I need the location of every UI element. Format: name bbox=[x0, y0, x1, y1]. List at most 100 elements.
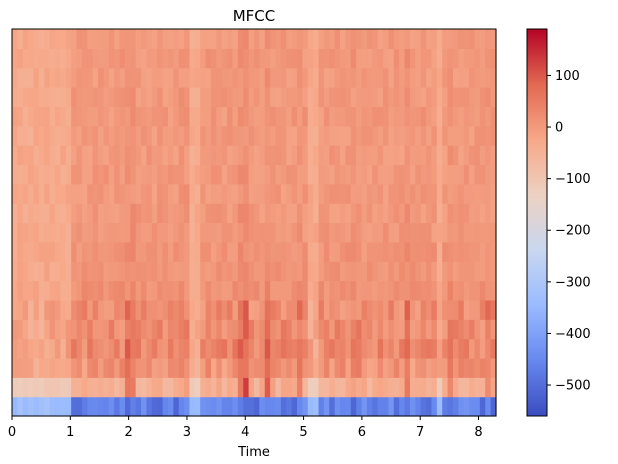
heatmap-cell bbox=[485, 280, 492, 301]
heatmap-cell bbox=[356, 48, 363, 69]
heatmap-cell bbox=[200, 280, 207, 301]
heatmap-cell bbox=[372, 183, 379, 204]
heatmap-cell bbox=[167, 67, 174, 88]
heatmap-cell bbox=[146, 106, 153, 127]
heatmap-cell bbox=[248, 299, 255, 320]
heatmap-cell bbox=[49, 319, 56, 340]
heatmap-cell bbox=[221, 357, 228, 378]
heatmap-cell bbox=[38, 319, 45, 340]
heatmap-cell bbox=[329, 299, 336, 320]
heatmap-cell bbox=[452, 222, 459, 243]
heatmap-cell bbox=[200, 357, 207, 378]
heatmap-cell bbox=[383, 106, 390, 127]
heatmap-cell bbox=[194, 319, 201, 340]
heatmap-cell bbox=[334, 396, 341, 417]
heatmap-cell bbox=[141, 280, 148, 301]
x-tick-label: 0 bbox=[8, 425, 16, 440]
heatmap-cell bbox=[184, 319, 191, 340]
heatmap-cell bbox=[361, 29, 368, 49]
heatmap-cell bbox=[334, 203, 341, 224]
heatmap-cell bbox=[463, 357, 470, 378]
heatmap-cell bbox=[248, 396, 255, 417]
heatmap-cell bbox=[124, 48, 131, 69]
heatmap-cell bbox=[151, 87, 158, 107]
heatmap-cell bbox=[350, 222, 357, 243]
heatmap-cell bbox=[458, 164, 465, 185]
heatmap-cell bbox=[286, 164, 293, 185]
heatmap-cell bbox=[103, 125, 110, 146]
heatmap-cell bbox=[372, 125, 379, 146]
heatmap-cell bbox=[189, 203, 196, 224]
heatmap-cell bbox=[194, 145, 201, 166]
heatmap-cell bbox=[232, 396, 239, 417]
heatmap-cell bbox=[227, 125, 234, 146]
heatmap-cell bbox=[474, 222, 481, 243]
heatmap-cell bbox=[12, 319, 18, 340]
heatmap-cell bbox=[173, 396, 180, 417]
heatmap-cell bbox=[237, 67, 244, 88]
heatmap-cell bbox=[162, 48, 169, 69]
heatmap-cell bbox=[237, 145, 244, 166]
heatmap-cell bbox=[415, 319, 422, 340]
heatmap-cell bbox=[130, 203, 137, 224]
heatmap-cell bbox=[313, 29, 320, 49]
heatmap-cell bbox=[431, 319, 438, 340]
heatmap-cell bbox=[377, 261, 384, 282]
heatmap-cell bbox=[38, 280, 45, 301]
heatmap-cell bbox=[291, 338, 298, 359]
heatmap-cell bbox=[71, 222, 78, 243]
heatmap-cell bbox=[463, 48, 470, 69]
heatmap-cell bbox=[318, 261, 325, 282]
heatmap-cell bbox=[393, 48, 400, 69]
heatmap-cell bbox=[404, 261, 411, 282]
heatmap-cell bbox=[200, 125, 207, 146]
heatmap-cell bbox=[22, 183, 29, 204]
heatmap-cell bbox=[243, 357, 250, 378]
heatmap-cell bbox=[103, 67, 110, 88]
heatmap-cell bbox=[264, 261, 271, 282]
heatmap-cell bbox=[60, 241, 67, 262]
heatmap-cell bbox=[463, 261, 470, 282]
heatmap-cell bbox=[286, 145, 293, 166]
heatmap-cell bbox=[135, 241, 142, 262]
heatmap-cell bbox=[393, 319, 400, 340]
heatmap-cell bbox=[98, 125, 105, 146]
heatmap-cell bbox=[22, 357, 29, 378]
heatmap-cell bbox=[12, 48, 18, 69]
heatmap-cell bbox=[189, 377, 196, 398]
heatmap-cell bbox=[323, 29, 330, 49]
heatmap-cell bbox=[157, 377, 164, 398]
heatmap-cell bbox=[227, 67, 234, 88]
heatmap-cell bbox=[178, 280, 185, 301]
heatmap-cell bbox=[71, 87, 78, 107]
heatmap-cell bbox=[361, 377, 368, 398]
heatmap-cell bbox=[329, 338, 336, 359]
heatmap-cell bbox=[205, 48, 212, 69]
heatmap-cell bbox=[388, 125, 395, 146]
heatmap-cell bbox=[254, 357, 260, 378]
heatmap-cell bbox=[151, 67, 158, 88]
heatmap-cell bbox=[157, 29, 164, 49]
heatmap-cell bbox=[372, 145, 379, 166]
heatmap-cell bbox=[399, 357, 406, 378]
heatmap-cell bbox=[135, 29, 142, 49]
heatmap-cell bbox=[340, 357, 347, 378]
heatmap-cell bbox=[119, 87, 126, 107]
heatmap-cell bbox=[388, 319, 395, 340]
heatmap-cell bbox=[49, 87, 56, 107]
heatmap-cell bbox=[221, 261, 228, 282]
heatmap-cell bbox=[356, 222, 363, 243]
heatmap-cell bbox=[162, 106, 169, 127]
heatmap-cell bbox=[264, 222, 271, 243]
heatmap-cell bbox=[399, 106, 406, 127]
heatmap-cell bbox=[442, 280, 449, 301]
heatmap-cell bbox=[232, 319, 239, 340]
heatmap-cell bbox=[189, 87, 196, 107]
heatmap-cell bbox=[28, 67, 35, 88]
heatmap-cell bbox=[485, 241, 492, 262]
heatmap-cell bbox=[216, 48, 223, 69]
heatmap-cell bbox=[119, 338, 126, 359]
heatmap-cell bbox=[431, 222, 438, 243]
heatmap-cell bbox=[167, 145, 174, 166]
heatmap-cell bbox=[167, 338, 174, 359]
